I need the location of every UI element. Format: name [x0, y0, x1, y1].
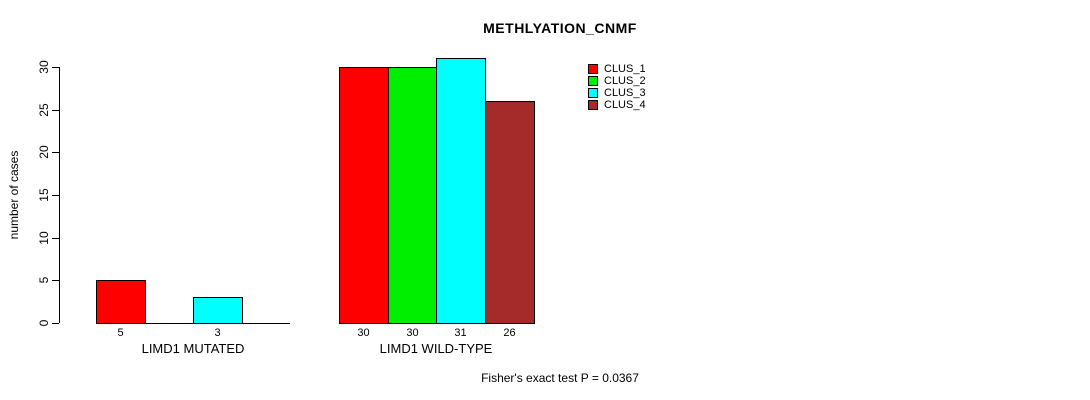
legend-item-clus_3: CLUS_3 [588, 87, 646, 99]
y-tick [52, 323, 59, 324]
bar-clus_4-group-1 [485, 101, 535, 324]
legend: CLUS_1 CLUS_2 CLUS_3 CLUS_4 [588, 63, 646, 111]
bar-value-label: 30 [357, 327, 370, 339]
legend-label: CLUS_3 [604, 87, 646, 99]
legend-swatch-clus_4-icon [588, 100, 598, 110]
legend-swatch-clus_2-icon [588, 76, 598, 86]
legend-label: CLUS_1 [604, 63, 646, 75]
y-tick [52, 109, 59, 111]
group-label-1: LIMD1 WILD-TYPE [379, 341, 493, 356]
legend-item-clus_2: CLUS_2 [588, 75, 646, 87]
legend-swatch-clus_1-icon [588, 64, 598, 74]
y-axis-line [59, 67, 60, 323]
bar-clus_3-group-1 [436, 58, 486, 324]
bar-clus_2-group-1 [388, 67, 438, 324]
y-tick [52, 195, 59, 196]
group-label-0: LIMD1 MUTATED [141, 341, 245, 356]
y-tick [52, 67, 59, 68]
y-axis-label: number of cases [7, 150, 21, 240]
y-tick-label: 0 [37, 319, 51, 327]
legend-label: CLUS_4 [604, 99, 646, 111]
y-tick [52, 280, 59, 282]
y-tick-label: 15 [37, 188, 51, 202]
y-tick [52, 237, 59, 239]
y-tick-label: 10 [37, 230, 51, 245]
bar-clus_1-group-1 [339, 67, 389, 324]
legend-item-clus_1: CLUS_1 [588, 63, 646, 75]
bar-value-label: 26 [503, 327, 516, 339]
y-tick [52, 152, 59, 154]
bar-value-label: 5 [117, 327, 124, 339]
y-tick-label: 30 [37, 60, 51, 74]
y-tick-label: 25 [37, 102, 51, 117]
bar-value-label: 31 [454, 327, 467, 339]
y-tick-label: 20 [37, 145, 51, 160]
bar-clus_1-group-0 [96, 280, 146, 324]
legend-swatch-clus_3-icon [588, 88, 598, 98]
bar-value-label: 3 [214, 327, 221, 339]
legend-label: CLUS_2 [604, 75, 646, 87]
chart-title: METHLYATION_CNMF [483, 20, 637, 36]
annotation-text: Fisher's exact test P = 0.0367 [481, 371, 639, 385]
legend-item-clus_4: CLUS_4 [588, 99, 646, 111]
y-tick-label: 5 [37, 276, 51, 284]
bar-clus_3-group-0 [193, 297, 243, 324]
bar-value-label: 30 [406, 327, 419, 339]
